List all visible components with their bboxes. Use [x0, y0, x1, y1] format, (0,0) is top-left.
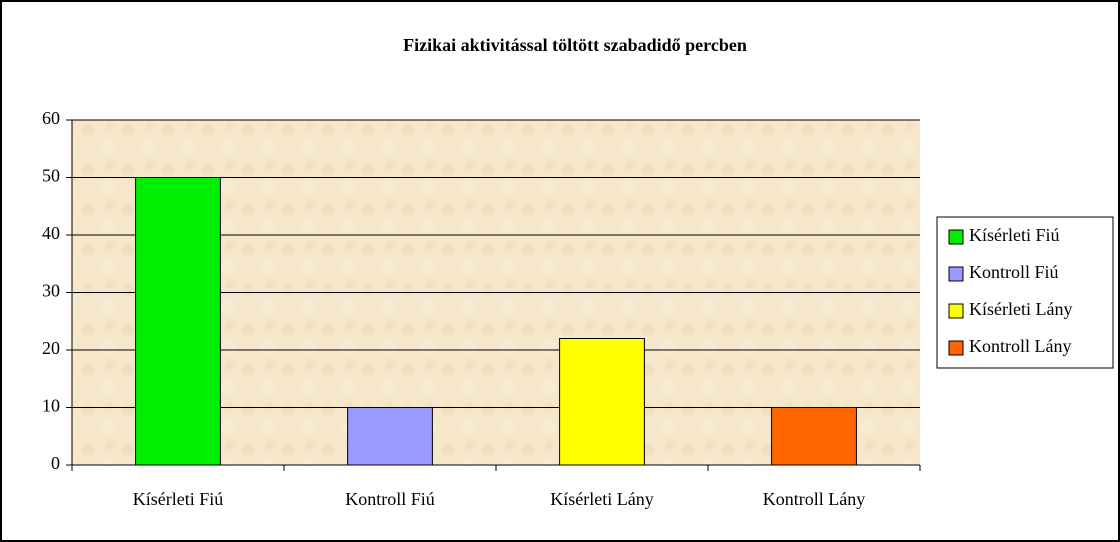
legend-label: Kísérleti Fiú [969, 225, 1060, 245]
legend-label: Kontroll Fiú [969, 262, 1059, 282]
legend-label: Kontroll Lány [969, 336, 1071, 356]
y-tick-label: 60 [42, 108, 60, 128]
y-tick-label: 10 [42, 396, 60, 416]
y-tick-label: 20 [42, 338, 60, 358]
legend-swatch [948, 340, 964, 356]
x-tick-label: Kísérleti Lány [550, 489, 653, 509]
x-tick-label: Kísérleti Fiú [133, 489, 224, 509]
legend-swatch [948, 229, 964, 245]
y-tick-label: 40 [42, 223, 60, 243]
y-tick-label: 0 [51, 453, 60, 473]
bar [771, 407, 857, 466]
y-tick-label: 30 [42, 281, 60, 301]
bar [135, 177, 221, 466]
x-tick-label: Kontroll Fiú [345, 489, 435, 509]
chart-title: Fizikai aktivitással töltött szabadidő p… [403, 35, 747, 55]
y-tick-label: 50 [42, 166, 60, 186]
legend-swatch [948, 266, 964, 282]
legend-box [936, 216, 1114, 369]
legend-swatch [948, 303, 964, 319]
x-tick-label: Kontroll Lány [763, 489, 865, 509]
bar [347, 407, 433, 466]
legend-label: Kísérleti Lány [969, 299, 1072, 319]
bar [559, 338, 645, 466]
